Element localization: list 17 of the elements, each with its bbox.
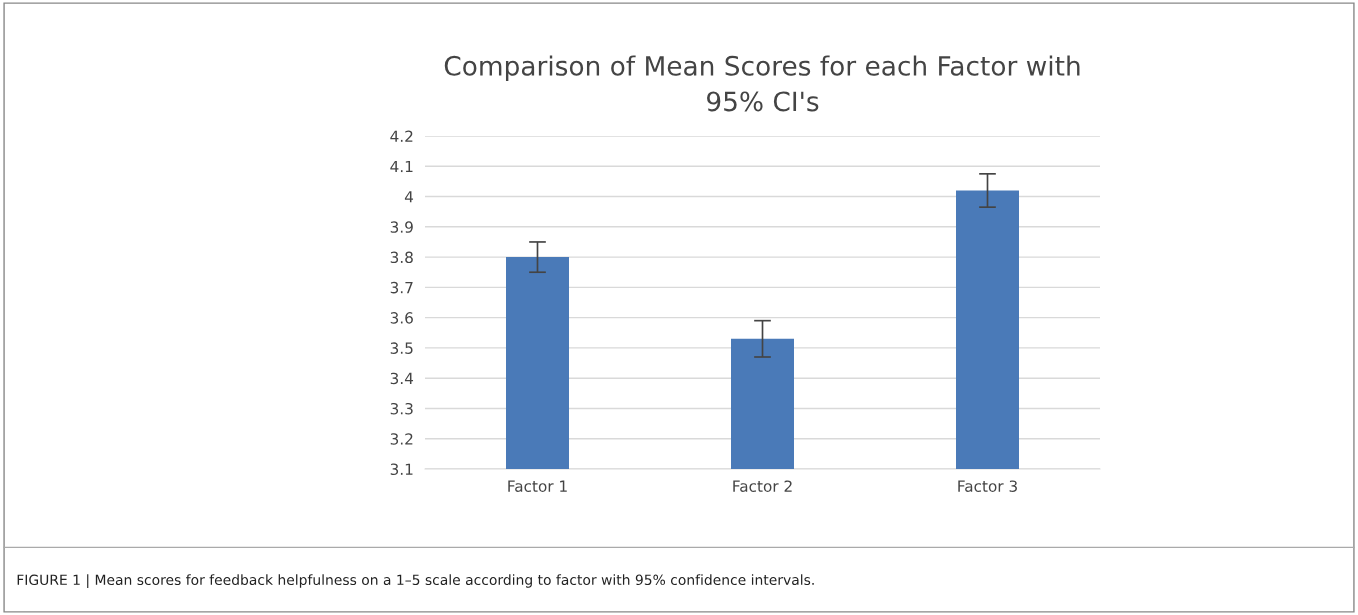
x-tick-label: Factor 3 bbox=[958, 480, 1017, 492]
y-tick-label: 4.1 bbox=[390, 160, 413, 173]
x-tick-label: Factor 1 bbox=[508, 480, 567, 492]
y-tick-label: 3.7 bbox=[390, 281, 413, 294]
x-tick-label: Factor 2 bbox=[733, 480, 792, 492]
y-tick-label: 3.9 bbox=[390, 221, 413, 233]
y-tick-label: 3.6 bbox=[390, 312, 413, 324]
y-tick-label: 3.1 bbox=[390, 463, 413, 476]
caption: FIGURE 1 | Mean scores for feedback helpfulness on a 1–5 scale according to factor with 95% confidence intervals. bbox=[17, 574, 814, 589]
y-tick-label: 3.3 bbox=[390, 402, 413, 415]
chart-title: Comparison of Mean Scores for each Factor with 95% CI's bbox=[444, 55, 1080, 112]
y-tick-label: 3.8 bbox=[390, 251, 413, 264]
y-tick-label: 4.2 bbox=[390, 130, 413, 142]
y-tick-label: 3.5 bbox=[390, 342, 413, 354]
y-tick-label: 3.2 bbox=[390, 433, 413, 445]
y-tick-label: 4 bbox=[404, 191, 414, 203]
y-tick-label: 3.4 bbox=[390, 372, 414, 385]
